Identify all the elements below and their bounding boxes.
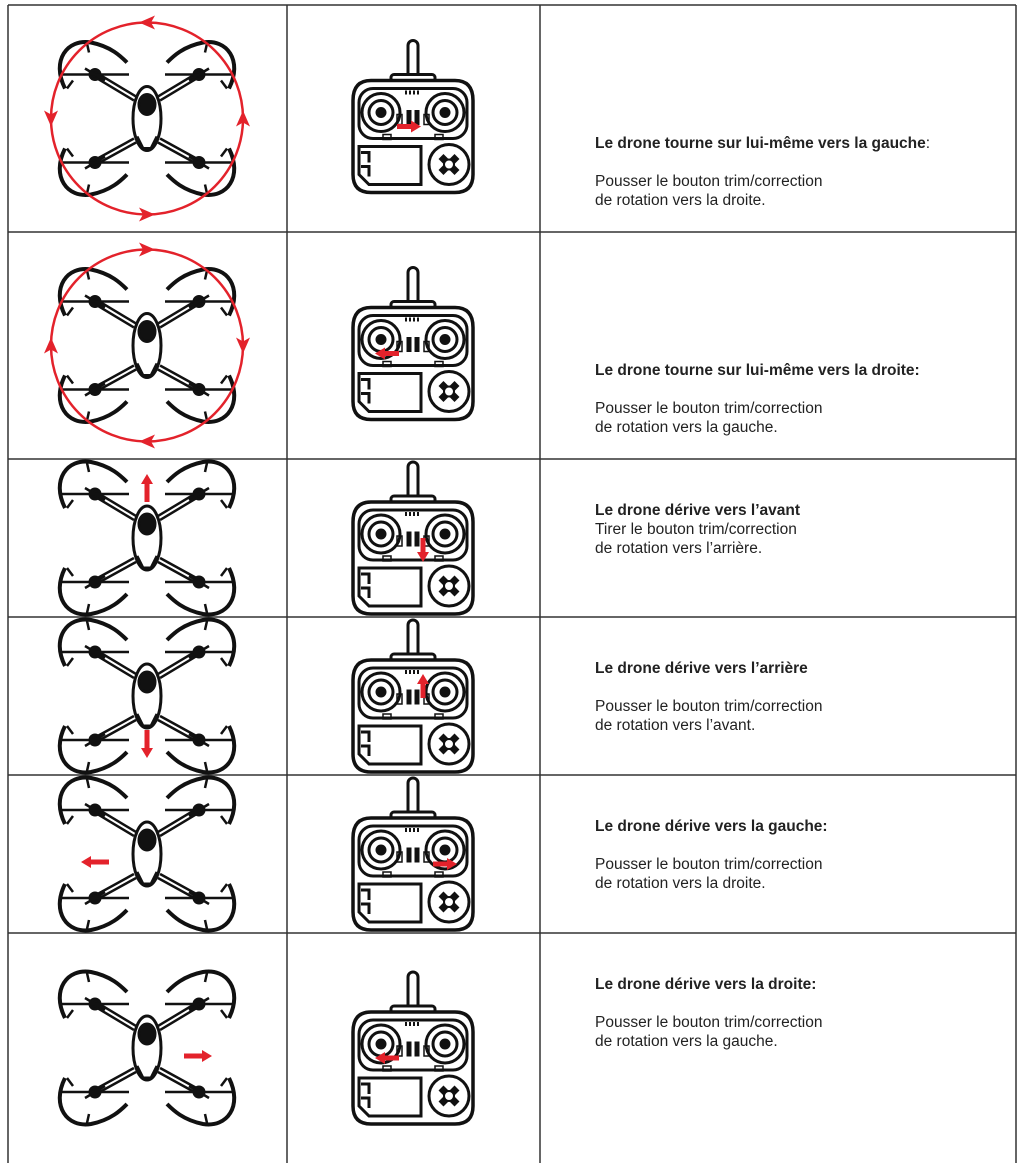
rotation-arrowhead (139, 242, 155, 257)
arrow-head (202, 1050, 212, 1062)
red-arrow (81, 856, 109, 868)
instruction-line: de rotation vers la droite. (595, 875, 766, 892)
arrow-shaft (144, 730, 150, 750)
red-arrow (417, 538, 429, 562)
red-arrow (397, 120, 421, 133)
title-text: Le drone dérive vers la droite: (595, 976, 817, 993)
title-text: Le drone tourne sur lui-même vers la dro… (595, 362, 920, 379)
instruction-line: de rotation vers la gauche. (595, 419, 778, 436)
title-suffix: : (925, 135, 931, 152)
arrow-shaft (144, 482, 150, 502)
remote-icon (353, 778, 473, 930)
instruction-line: Pousser le bouton trim/correction (595, 400, 823, 417)
rotation-arrowhead (139, 434, 155, 449)
instruction-line: Tirer le bouton trim/correction (595, 521, 797, 538)
rotation-arrowhead (139, 207, 155, 222)
drone-icon (60, 972, 234, 1125)
instruction-line: de rotation vers la gauche. (595, 1033, 778, 1050)
red-arrow (417, 674, 429, 698)
drone-icon (60, 778, 234, 931)
red-arrow (375, 1052, 399, 1064)
instruction-title: Le drone dérive vers la gauche: (595, 817, 1005, 836)
arrow-head (141, 748, 153, 758)
red-arrow (141, 474, 153, 502)
title-text: Le drone dérive vers l’arrière (595, 660, 808, 677)
rotation-arrowhead (44, 337, 58, 354)
red-arrow (375, 347, 399, 360)
arrow-head (375, 1052, 385, 1064)
instruction-line: Pousser le bouton trim/correction (595, 173, 823, 190)
remote-icon (353, 620, 473, 772)
instruction: Le drone tourne sur lui-même vers la gau… (595, 134, 1005, 210)
table-grid (7, 4, 1017, 1163)
instruction-line: de rotation vers l’avant. (595, 717, 756, 734)
title-text: Le drone tourne sur lui-même vers la gau… (595, 135, 926, 152)
title-text: Le drone dérive vers l’avant (595, 502, 801, 519)
arrow-shaft (383, 1055, 399, 1061)
instruction-title: Le drone tourne sur lui-même vers la gau… (595, 134, 1005, 153)
arrow-shaft (397, 124, 413, 129)
instruction-title: Le drone dérive vers la droite: (595, 975, 1005, 994)
arrow-shaft (383, 351, 399, 356)
instruction: Le drone dérive vers la droite: Pousser l… (595, 975, 1005, 1051)
arrow-head (417, 674, 429, 684)
remote-icon (353, 972, 473, 1124)
instruction-title: Le drone dérive vers l’avant (595, 501, 1005, 520)
drone-icon (60, 42, 234, 195)
arrow-shaft (184, 1053, 204, 1059)
instruction: Le drone dérive vers la gauche: Pousser l… (595, 817, 1005, 893)
remote-icon (353, 41, 473, 193)
red-arrow (141, 730, 153, 758)
arrow-shaft (420, 538, 426, 554)
red-arrow (433, 858, 457, 870)
arrow-head (447, 858, 457, 870)
instruction-line: Pousser le bouton trim/correction (595, 698, 823, 715)
rotation-arrowhead (236, 110, 250, 127)
instruction: Le drone dérive vers l’arrière Pousser le… (595, 659, 1005, 735)
red-arrow (184, 1050, 212, 1062)
arrow-shaft (420, 682, 426, 698)
arrow-head (411, 120, 421, 133)
row-illustrations (44, 15, 473, 1125)
arrow-shaft (433, 861, 449, 867)
remote-icon (353, 462, 473, 614)
arrow-shaft (89, 859, 109, 865)
instruction: Le drone tourne sur lui-même vers la dro… (595, 361, 1005, 437)
instruction-title: Le drone dérive vers l’arrière (595, 659, 1005, 678)
rotation-arrowhead (139, 15, 155, 30)
arrow-head (141, 474, 153, 484)
instruction: Le drone dérive vers l’avant Tirer le bou… (595, 501, 1005, 558)
drone-icon (60, 269, 234, 422)
rotation-arrowhead (44, 110, 58, 127)
rotation-arrowhead (236, 337, 250, 354)
instruction-title: Le drone tourne sur lui-même vers la dro… (595, 361, 1005, 380)
arrow-head (375, 347, 385, 360)
remote-icon (353, 268, 473, 420)
instruction-line: Pousser le bouton trim/correction (595, 1014, 823, 1031)
instruction-line: Pousser le bouton trim/correction (595, 856, 823, 873)
title-text: Le drone dérive vers la gauche: (595, 818, 828, 835)
arrow-head (81, 856, 91, 868)
instruction-line: de rotation vers la droite. (595, 192, 766, 209)
arrow-head (417, 552, 429, 562)
instruction-line: de rotation vers l’arrière. (595, 540, 763, 557)
